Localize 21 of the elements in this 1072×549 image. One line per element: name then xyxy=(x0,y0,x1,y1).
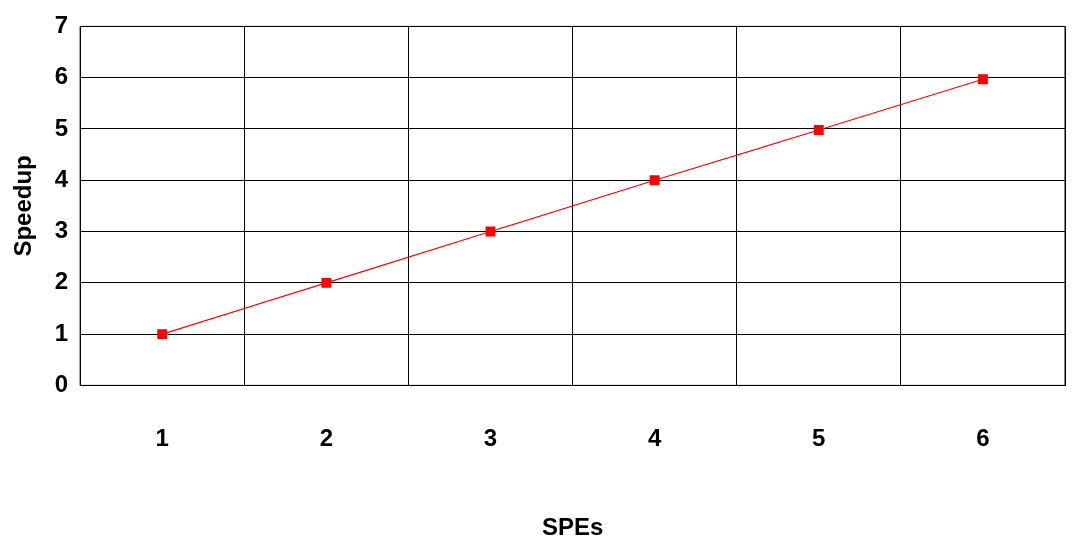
y-tick-label: 7 xyxy=(54,11,69,39)
point xyxy=(321,277,332,288)
y-tick-label: 3 xyxy=(54,216,69,244)
y-tick-label: 1 xyxy=(54,318,69,346)
y-axis-title: Speedup xyxy=(9,155,37,257)
x-axis-title: SPEs xyxy=(541,513,604,541)
x-tick-label: 4 xyxy=(647,424,662,452)
y-tick-label: 0 xyxy=(54,370,69,398)
point xyxy=(977,74,988,85)
y-tick-label: 6 xyxy=(54,62,69,90)
x-tick-label: 1 xyxy=(155,424,169,452)
x-tick-label: 5 xyxy=(812,424,826,452)
x-tick-label: 6 xyxy=(976,424,990,452)
x-tick-label: 2 xyxy=(319,424,334,452)
y-tick-label: 5 xyxy=(54,113,69,141)
point xyxy=(813,125,824,135)
y-tick-label: 4 xyxy=(54,164,69,192)
point xyxy=(157,329,168,340)
x-tick-label: 3 xyxy=(483,424,498,452)
point xyxy=(649,175,660,186)
y-tick-label: 2 xyxy=(54,267,69,295)
